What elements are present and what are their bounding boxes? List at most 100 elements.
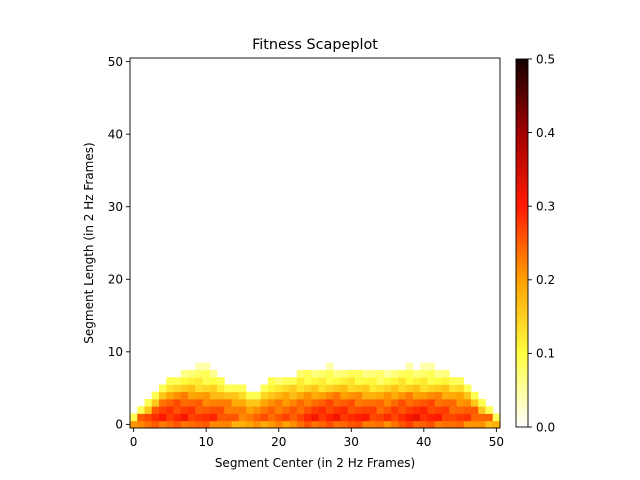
colorbar	[515, 58, 529, 428]
heatmap-cell	[318, 377, 327, 385]
heatmap-cell	[173, 398, 182, 407]
heatmap-cell	[449, 406, 457, 414]
heatmap-cell	[231, 391, 240, 400]
heatmap-cell	[485, 413, 494, 422]
heatmap-cell	[434, 377, 443, 385]
heatmap-cell	[318, 413, 327, 422]
heatmap-cell	[144, 413, 153, 422]
heatmap-cell	[188, 398, 196, 407]
heatmap-cell	[159, 391, 167, 400]
colorbar-tick-label: 0.2	[536, 273, 555, 287]
heatmap-cell	[449, 398, 457, 407]
heatmap-cell	[427, 406, 436, 414]
heatmap-cell	[202, 384, 211, 393]
heatmap-cell	[434, 369, 443, 378]
heatmap-cell	[166, 391, 174, 400]
heatmap-cell	[195, 398, 203, 407]
heatmap-cell	[412, 398, 421, 407]
heatmap-cell	[275, 398, 283, 407]
heatmap-cell	[434, 391, 443, 400]
heatmap-cell	[362, 391, 370, 400]
heatmap-cell	[246, 391, 254, 400]
heatmap-cell	[354, 398, 363, 407]
y-tick-label: 30	[108, 200, 123, 214]
heatmap-cell	[354, 406, 363, 414]
heatmap-cell	[282, 398, 290, 407]
heatmap-cell	[333, 391, 341, 400]
heatmap-cell	[202, 391, 211, 400]
heatmap-cell	[195, 391, 203, 400]
heatmap-cell	[463, 420, 472, 429]
heatmap-cell	[267, 413, 276, 422]
heatmap-cell	[412, 384, 421, 393]
heatmap-cell	[173, 377, 182, 385]
heatmap-cell	[238, 398, 247, 407]
heatmap-cell	[369, 391, 378, 400]
heatmap-cell	[318, 420, 327, 429]
heatmap-cell	[412, 369, 421, 378]
colorbar-tick-label: 0.4	[536, 126, 555, 140]
heatmap-cell	[267, 406, 276, 414]
heatmap-cell	[296, 391, 305, 400]
heatmap-cell	[485, 420, 494, 429]
heatmap-cell	[398, 377, 407, 385]
heatmap-cell	[463, 406, 472, 414]
heatmap-cell	[188, 420, 196, 429]
heatmap-cell	[137, 420, 145, 429]
heatmap-cell	[311, 406, 320, 414]
heatmap-cell	[224, 398, 232, 407]
heatmap-cell	[289, 377, 298, 385]
heatmap-cell	[376, 384, 385, 393]
heatmap-cell	[246, 398, 254, 407]
heatmap-cell	[151, 391, 160, 400]
heatmap-cell	[434, 420, 443, 429]
heatmap-cell	[209, 406, 218, 414]
heatmap-cell	[282, 391, 290, 400]
heatmap-cell	[369, 406, 378, 414]
heatmap-cell	[347, 377, 356, 385]
heatmap-cell	[434, 398, 443, 407]
heatmap-cell	[246, 413, 254, 422]
heatmap-cell	[347, 391, 356, 400]
heatmap-cell	[354, 369, 363, 378]
heatmap-cell	[166, 406, 174, 414]
heatmap-cell	[427, 398, 436, 407]
heatmap-cell	[434, 413, 443, 422]
heatmap-cell	[275, 413, 283, 422]
heatmap-cell	[325, 420, 334, 429]
heatmap-cell	[340, 406, 349, 414]
heatmap-cell	[217, 377, 225, 385]
heatmap-cell	[304, 391, 312, 400]
heatmap-cell	[347, 413, 356, 422]
heatmap-cell	[289, 420, 298, 429]
heatmap-cell	[376, 406, 385, 414]
x-axis-ticks: 0 10 20 30 40 50	[130, 428, 504, 449]
heatmap-cell	[405, 377, 414, 385]
heatmap-cell	[130, 420, 138, 429]
heatmap-cell	[398, 398, 407, 407]
heatmap-cell	[260, 420, 269, 429]
heatmap-cell	[420, 369, 428, 378]
heatmap-cell	[231, 398, 240, 407]
heatmap-cell	[405, 384, 414, 393]
heatmap-cell	[427, 384, 436, 393]
heatmap-cell	[202, 406, 211, 414]
heatmap-cell	[463, 384, 472, 393]
heatmap-cell	[238, 384, 247, 393]
heatmap-cell	[224, 384, 232, 393]
heatmap-cell	[347, 406, 356, 414]
heatmap-cell	[289, 398, 298, 407]
heatmap-cell	[376, 369, 385, 378]
heatmap-cell	[427, 413, 436, 422]
heatmap-cell	[318, 391, 327, 400]
heatmap-cell	[289, 391, 298, 400]
heatmap-cell	[340, 413, 349, 422]
heatmap-cell	[420, 384, 428, 393]
heatmap-cell	[354, 420, 363, 429]
heatmap-cell	[369, 384, 378, 393]
heatmap-cell	[173, 406, 182, 414]
heatmap-cell	[289, 413, 298, 422]
heatmap-cell	[180, 420, 189, 429]
heatmap-cell	[470, 413, 479, 422]
